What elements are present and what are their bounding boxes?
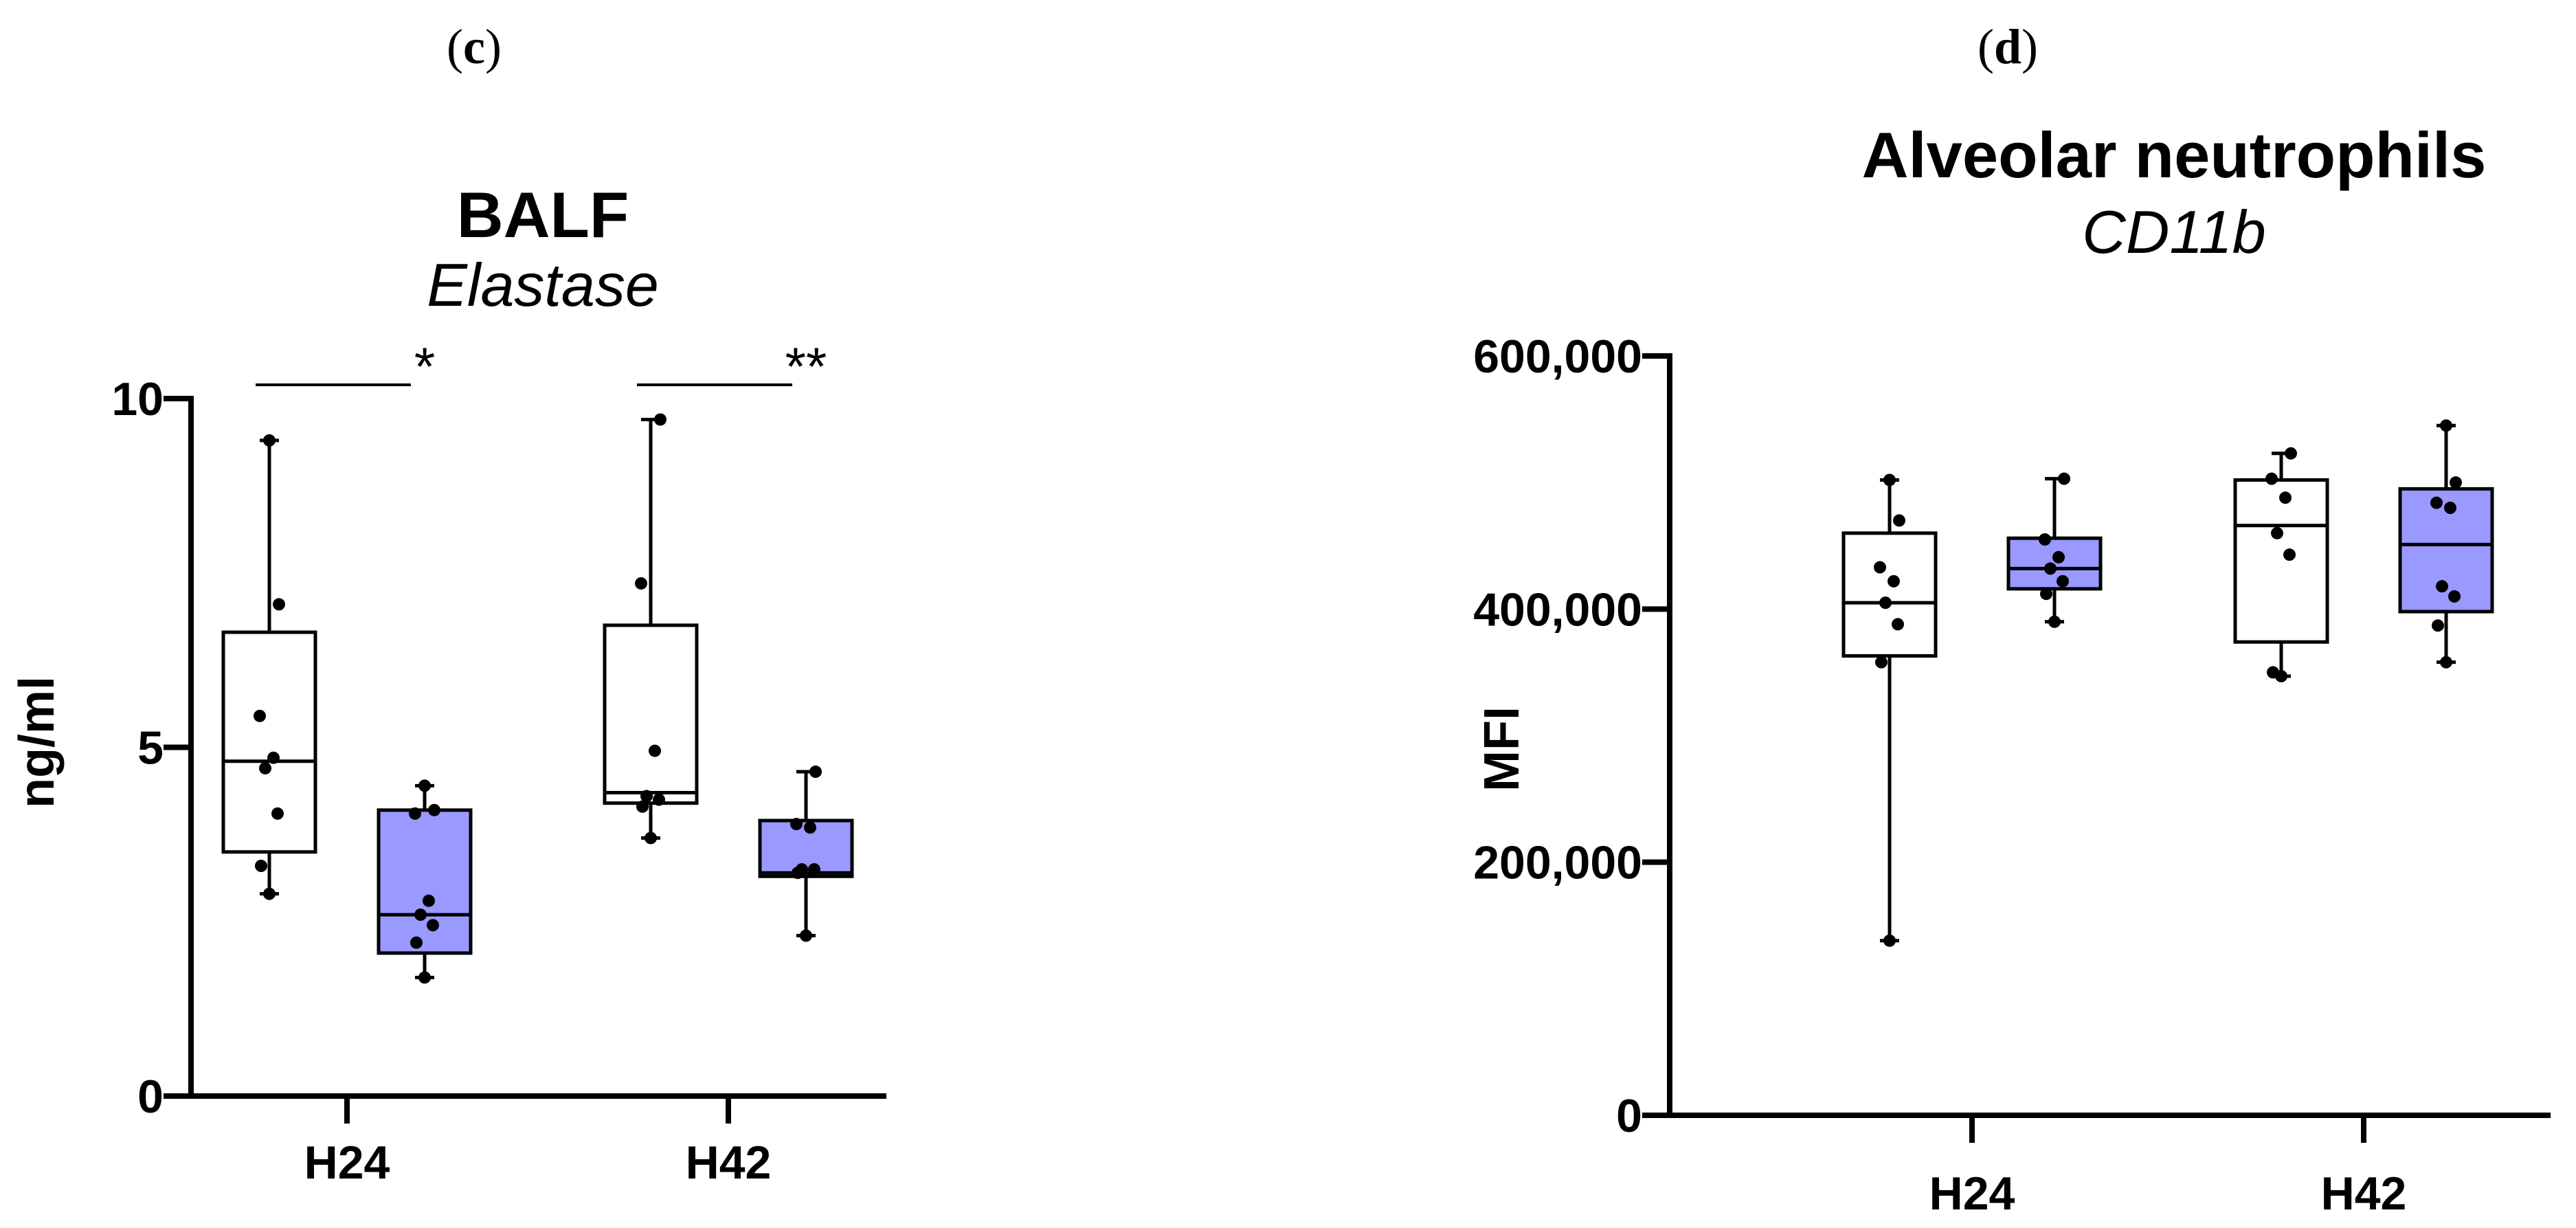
data-point [808,863,820,876]
y-tick-label: 0 [137,1071,164,1123]
data-point [2440,656,2452,669]
data-point [804,821,816,834]
panel-c-subtitle: Elastase [427,251,659,319]
data-point [273,598,285,611]
y-tick-label: 600,000 [1473,331,1642,383]
data-point [2432,619,2444,632]
data-point [2440,419,2452,432]
data-point [427,919,439,932]
data-point [1879,596,1892,610]
data-point [1892,618,1904,631]
data-point [2044,562,2057,575]
data-point [2444,502,2456,514]
data-point [409,807,421,820]
panel-d-letter: (d) [1978,19,2038,74]
data-point [263,887,276,900]
box-iqr [221,630,317,854]
y-tick-label: 400,000 [1473,583,1642,636]
data-point [2052,550,2065,563]
y-tick-label: 0 [1616,1090,1642,1142]
data-point [1888,574,1900,588]
box-iqr [1841,531,1938,658]
data-point [809,766,822,779]
panel-d-subtitle: CD11b [2082,198,2265,266]
data-point [1883,934,1896,947]
significance-label: * [414,336,435,397]
data-point [2058,472,2070,485]
panel-c-letter: (c) [447,19,502,74]
data-point [653,793,665,806]
data-point [2448,590,2461,603]
data-point [1883,473,1896,487]
significance-label: ** [785,336,827,397]
data-point [254,709,266,722]
data-point [418,971,431,984]
data-point [423,894,435,907]
data-point [2265,472,2278,485]
data-point [2040,588,2052,601]
panel-d-y-axis-label: MFI [1475,706,1530,792]
data-point [259,761,271,774]
data-point [796,863,808,876]
box-iqr [2006,536,2103,591]
box-iqr [603,623,699,805]
data-point [410,936,423,949]
data-point [271,807,284,820]
y-tick-label: 10 [111,373,164,425]
panel-c-y-axis-label: ng/ml [10,676,65,808]
data-point [2039,533,2051,546]
data-point [2279,491,2292,504]
data-point [418,779,431,792]
panel-c-plot: 0 5 10 H24 * H42 ** [111,336,886,1189]
data-point [1875,656,1888,669]
panel-d-title: Alveolar neutrophils [1862,119,2487,191]
x-tick-label: H42 [686,1137,772,1189]
panel-d-plot: 0 200,000 400,000 600,000 H24 H42 [1473,331,2551,1220]
box-iqr [2233,478,2329,644]
x-tick-label: H42 [2321,1168,2407,1220]
data-point [2057,574,2069,588]
data-point [428,803,440,816]
data-point [1893,514,1905,527]
data-point [255,860,267,873]
data-point [2267,666,2279,679]
data-point [263,434,276,447]
data-point [2283,548,2296,561]
data-point [654,413,667,426]
data-point [2048,615,2061,628]
data-point [645,831,657,845]
data-point [2285,447,2297,460]
data-point [414,908,427,922]
panel-c-title: BALF [457,179,629,251]
data-point [790,818,803,831]
data-point [2271,526,2283,539]
y-tick-label: 200,000 [1473,837,1642,889]
data-point [267,751,280,764]
data-point [649,744,661,757]
box-iqr [377,808,473,955]
data-point [2450,476,2462,489]
data-point [800,929,812,942]
x-tick-label: H24 [1929,1168,2015,1220]
data-point [2430,496,2443,509]
data-point [635,577,647,590]
data-point [1874,561,1886,574]
data-point [636,800,649,813]
y-tick-label: 5 [137,722,164,774]
data-point [2436,580,2448,593]
data-point [640,790,653,803]
x-tick-label: H24 [304,1137,390,1189]
